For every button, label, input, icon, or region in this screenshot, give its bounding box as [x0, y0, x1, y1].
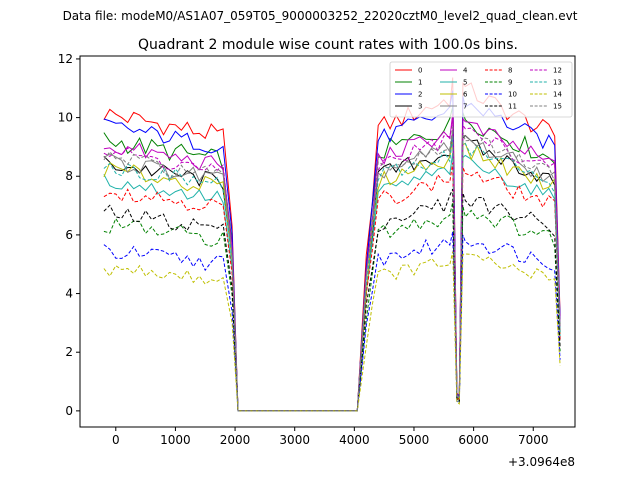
series-line-12 — [103, 120, 561, 412]
series-line-11 — [103, 188, 561, 412]
chart-title: Quadrant 2 module wise count rates with … — [138, 37, 518, 53]
x-tick-label: 2000 — [220, 433, 251, 447]
legend-label-12: 12 — [553, 67, 562, 75]
series-line-15 — [103, 126, 561, 412]
x-tick-label: 6000 — [458, 433, 489, 447]
series-line-6 — [103, 139, 561, 412]
y-tick-label: 8 — [65, 169, 73, 183]
series-line-4 — [103, 113, 561, 412]
x-tick-label: 5000 — [399, 433, 430, 447]
legend-label-7: 7 — [463, 103, 467, 111]
legend-label-5: 5 — [463, 79, 467, 87]
legend-label-4: 4 — [463, 67, 468, 75]
series-line-13 — [103, 136, 561, 412]
series-line-2 — [103, 90, 561, 412]
legend-label-0: 0 — [418, 67, 422, 75]
series-line-14 — [103, 251, 561, 412]
y-tick-label: 12 — [58, 52, 73, 66]
series-line-5 — [103, 152, 561, 412]
legend-label-9: 9 — [508, 79, 512, 87]
series-line-8 — [103, 162, 561, 412]
x-offset-label: +3.0964e8 — [508, 455, 575, 469]
legend-label-6: 6 — [463, 91, 468, 99]
x-tick-label: 7000 — [518, 433, 549, 447]
series-line-0 — [103, 77, 561, 412]
series-lines — [103, 77, 561, 412]
figure-suptitle: Data file: modeM0/AS1A07_059T05_90000032… — [63, 9, 578, 23]
legend-label-11: 11 — [508, 103, 517, 111]
x-tick-label: 3000 — [279, 433, 310, 447]
series-line-10 — [103, 231, 561, 412]
y-tick-label: 4 — [65, 287, 73, 301]
x-tick-label: 1000 — [160, 433, 191, 447]
x-tick-label: 4000 — [339, 433, 370, 447]
y-tick-label: 6 — [65, 228, 73, 242]
legend-label-8: 8 — [508, 67, 512, 75]
x-tick-label: 0 — [112, 433, 120, 447]
plot-area: 0 1000 2000 3000 4000 5000 6000 700002468101201… — [58, 52, 576, 447]
series-line-9 — [103, 202, 561, 412]
legend-label-14: 14 — [553, 91, 562, 99]
legend-box — [389, 61, 573, 118]
legend-label-15: 15 — [553, 103, 562, 111]
y-tick-label: 0 — [65, 404, 73, 418]
series-line-7 — [103, 129, 561, 412]
y-tick-label: 2 — [65, 345, 73, 359]
series-line-1 — [103, 106, 561, 412]
legend-label-1: 1 — [418, 79, 422, 87]
legend-label-10: 10 — [508, 91, 517, 99]
legend-label-3: 3 — [418, 103, 422, 111]
y-tick-label: 10 — [58, 111, 73, 125]
axes-frame — [79, 55, 576, 428]
legend-label-2: 2 — [418, 91, 422, 99]
legend-label-13: 13 — [553, 79, 562, 87]
